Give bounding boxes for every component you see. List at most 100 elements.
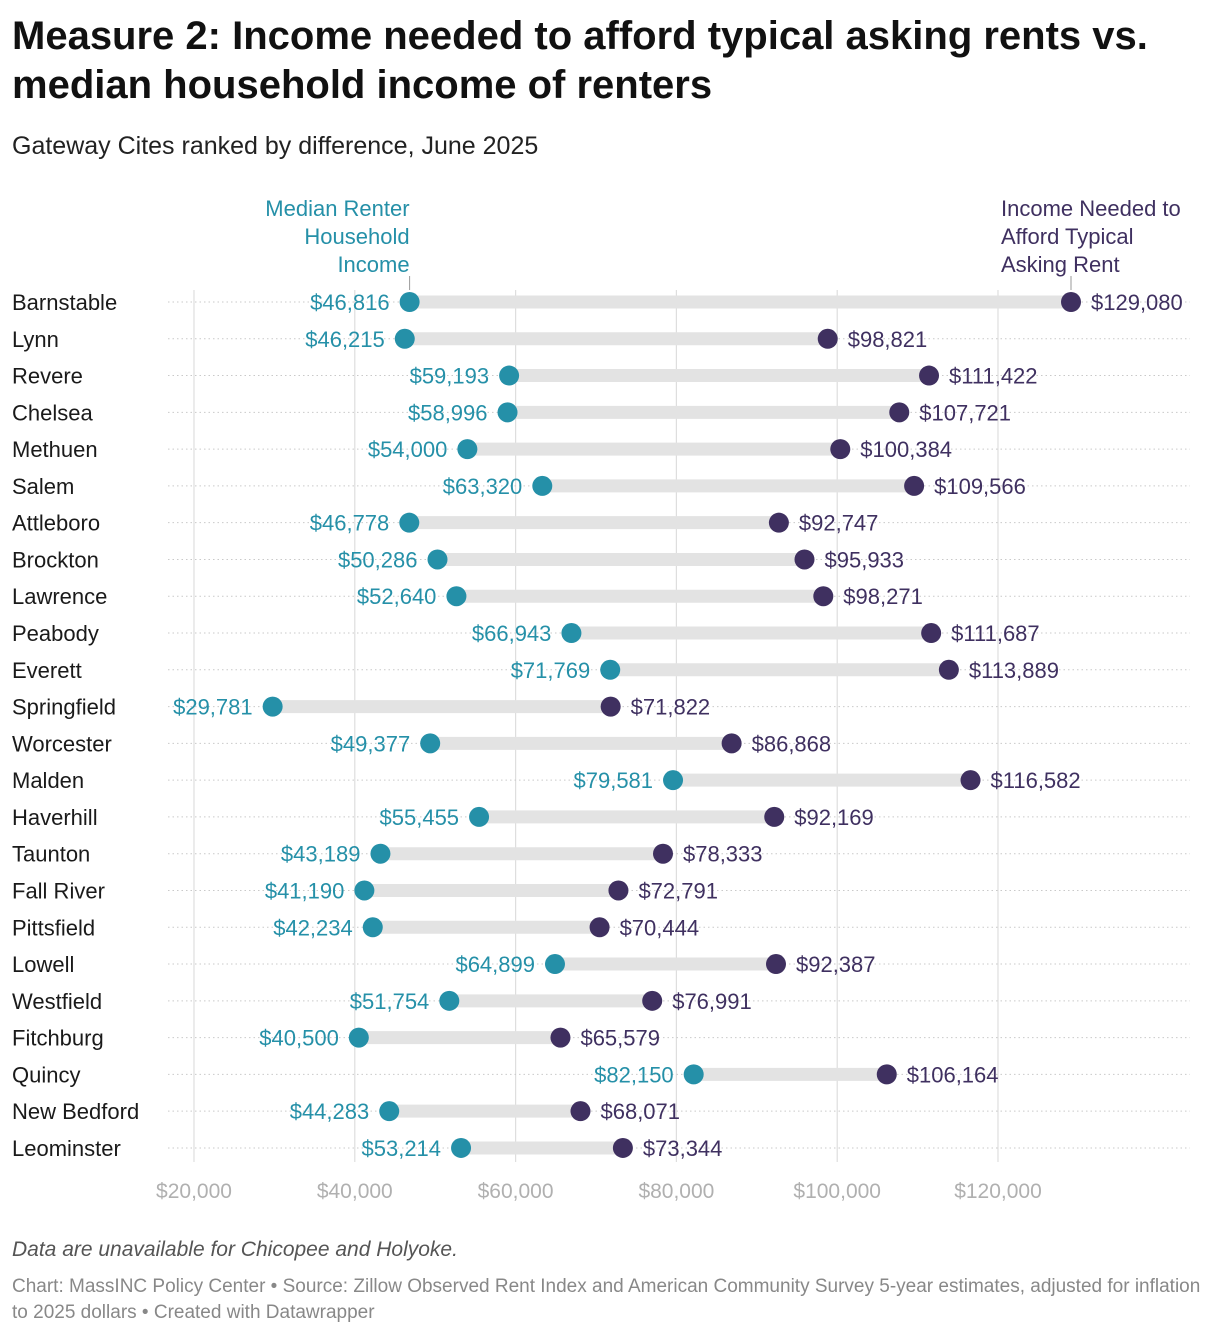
income-needed-label: $129,080 xyxy=(1091,290,1183,315)
income-needed-label: $65,579 xyxy=(580,1026,660,1051)
category-label: Westfield xyxy=(12,989,102,1014)
median-income-label: $82,150 xyxy=(594,1062,674,1087)
chart-title: Measure 2: Income needed to afford typic… xyxy=(12,14,1148,107)
legend-median-label: Income xyxy=(337,252,409,277)
income-needed-label: $98,271 xyxy=(843,584,923,609)
median-income-dot xyxy=(370,843,391,864)
income-needed-dot xyxy=(960,770,981,791)
median-income-label: $29,781 xyxy=(173,695,253,720)
income-needed-dot xyxy=(919,365,940,386)
median-income-dot xyxy=(683,1064,704,1085)
income-needed-dot xyxy=(550,1027,571,1048)
median-income-dot xyxy=(420,733,441,754)
median-income-label: $41,190 xyxy=(265,878,345,903)
income-needed-label: $73,344 xyxy=(643,1136,723,1161)
median-income-label: $55,455 xyxy=(380,805,460,830)
income-needed-dot xyxy=(608,880,629,901)
income-needed-label: $71,822 xyxy=(631,695,711,720)
category-label: Attleboro xyxy=(12,511,100,536)
income-needed-dot xyxy=(889,402,910,423)
income-needed-label: $70,444 xyxy=(620,915,700,940)
income-needed-label: $106,164 xyxy=(907,1062,999,1087)
category-label: Lowell xyxy=(12,952,74,977)
source-credit: Chart: MassINC Policy Center • Source: Z… xyxy=(12,1276,1201,1323)
income-needed-label: $111,687 xyxy=(951,621,1040,646)
income-needed-dot xyxy=(876,1064,897,1085)
median-income-label: $52,640 xyxy=(357,584,437,609)
legend-median-label: Household xyxy=(304,224,409,249)
legend-needed-label: Income Needed to xyxy=(1001,196,1181,221)
income-needed-label: $100,384 xyxy=(860,437,952,462)
median-income-dot xyxy=(362,917,383,938)
median-income-label: $58,996 xyxy=(408,400,488,425)
income-needed-label: $113,889 xyxy=(969,658,1059,683)
median-income-dot xyxy=(544,954,565,975)
dot-range-chart: $20,000 $40,000 $60,000 $80,000 $100,000 $120… xyxy=(12,196,1190,1203)
data-note: Data are unavailable for Chicopee and Ho… xyxy=(12,1238,458,1261)
median-income-dot xyxy=(399,512,420,533)
median-income-label: $51,754 xyxy=(350,989,430,1014)
income-needed-dot xyxy=(921,623,942,644)
category-label: Lawrence xyxy=(12,584,107,609)
median-income-dot xyxy=(469,806,490,827)
income-needed-dot xyxy=(765,954,786,975)
income-needed-dot xyxy=(570,1101,591,1122)
median-income-label: $46,215 xyxy=(305,327,385,352)
category-label: Fitchburg xyxy=(12,1026,104,1051)
median-income-dot xyxy=(439,990,460,1011)
median-income-label: $49,377 xyxy=(331,731,411,756)
legend-median-label: Median Renter xyxy=(265,196,409,221)
median-income-label: $43,189 xyxy=(281,842,361,867)
income-needed-label: $107,721 xyxy=(919,400,1011,425)
x-tick-label: $60,000 xyxy=(478,1180,554,1203)
income-needed-label: $72,791 xyxy=(638,878,718,903)
income-needed-label: $92,747 xyxy=(799,511,879,536)
median-income-label: $66,943 xyxy=(472,621,552,646)
category-label: Barnstable xyxy=(12,290,117,315)
category-label: Springfield xyxy=(12,695,116,720)
income-needed-label: $68,071 xyxy=(600,1099,680,1124)
income-needed-label: $109,566 xyxy=(934,474,1026,499)
median-income-dot xyxy=(532,475,553,496)
category-label: Revere xyxy=(12,364,83,389)
median-income-label: $50,286 xyxy=(338,547,418,572)
income-needed-dot xyxy=(938,659,959,680)
income-needed-label: $76,991 xyxy=(672,989,752,1014)
x-tick-label: $100,000 xyxy=(793,1180,881,1203)
x-tick-label: $40,000 xyxy=(317,1180,393,1203)
category-label: Salem xyxy=(12,474,74,499)
median-income-dot xyxy=(499,365,520,386)
income-needed-dot xyxy=(904,475,925,496)
median-income-label: $46,778 xyxy=(310,511,390,536)
median-income-dot xyxy=(394,328,415,349)
income-needed-label: $92,169 xyxy=(794,805,874,830)
category-label: Pittsfield xyxy=(12,915,95,940)
median-income-dot xyxy=(561,623,582,644)
category-label: Lynn xyxy=(12,327,59,352)
median-income-dot xyxy=(262,696,283,717)
x-tick-label: $20,000 xyxy=(156,1180,232,1203)
median-income-dot xyxy=(457,439,478,460)
category-label: Fall River xyxy=(12,878,105,903)
income-needed-dot xyxy=(768,512,789,533)
median-income-label: $40,500 xyxy=(259,1026,339,1051)
category-label: Everett xyxy=(12,658,82,683)
chart-subtitle: Gateway Cites ranked by difference, June… xyxy=(12,132,539,160)
income-needed-dot xyxy=(817,328,838,349)
category-label: Haverhill xyxy=(12,805,98,830)
median-income-dot xyxy=(379,1101,400,1122)
category-label: Methuen xyxy=(12,437,98,462)
income-needed-dot xyxy=(600,696,621,717)
median-income-label: $46,816 xyxy=(310,290,390,315)
income-needed-dot xyxy=(830,439,851,460)
income-needed-dot xyxy=(764,806,785,827)
category-label: Brockton xyxy=(12,547,99,572)
income-needed-label: $95,933 xyxy=(825,547,905,572)
income-needed-dot xyxy=(642,990,663,1011)
income-needed-label: $111,422 xyxy=(949,364,1038,389)
category-label: New Bedford xyxy=(12,1099,139,1124)
category-label: Chelsea xyxy=(12,400,93,425)
category-label: Peabody xyxy=(12,621,99,646)
median-income-label: $53,214 xyxy=(362,1136,442,1161)
median-income-label: $42,234 xyxy=(273,915,353,940)
